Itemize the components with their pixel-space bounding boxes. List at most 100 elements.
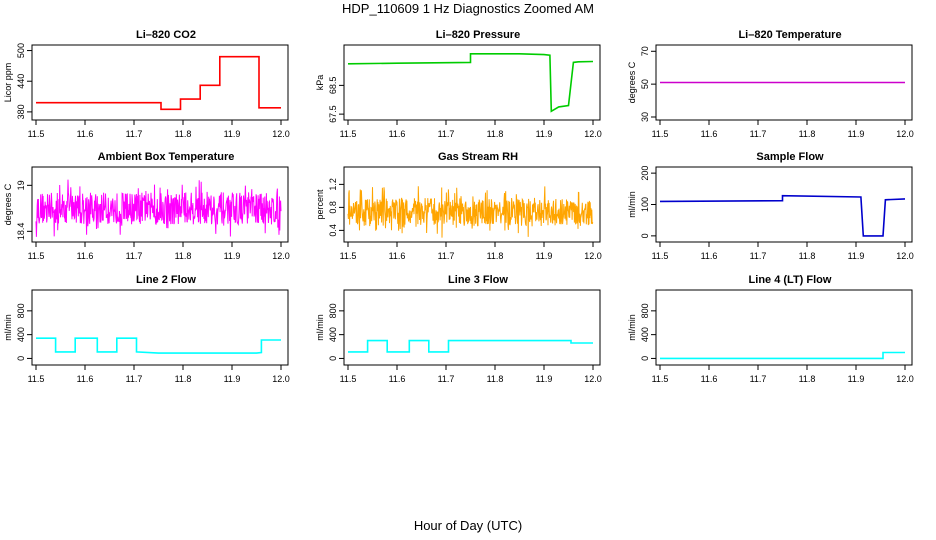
x-tick-label: 11.6 — [77, 251, 94, 261]
y-tick-label: 50 — [640, 79, 650, 89]
panel-title: Li–820 CO2 — [136, 29, 196, 41]
plot-frame — [31, 166, 289, 243]
x-tick-label: 11.7 — [750, 129, 767, 139]
x-tick-label: 11.7 — [126, 251, 143, 261]
x-tick-label: 11.5 — [652, 251, 669, 261]
panel-8: Line 3 Flow ml/min 11.5 11.6 11.7 11.8 11.9 12.… — [315, 274, 602, 384]
y-tick-label: 400 — [328, 327, 338, 342]
y-axis: 18.4 19 — [16, 180, 32, 240]
panel-title: Line 3 Flow — [448, 274, 508, 286]
plot-frame — [655, 166, 913, 243]
y-axis-label: ml/min — [627, 314, 637, 341]
y-tick-label: 500 — [16, 43, 26, 58]
series — [659, 194, 906, 237]
series — [347, 52, 594, 113]
x-tick-label: 11.5 — [28, 129, 45, 139]
y-axis-label: ml/min — [627, 191, 637, 218]
panel-title: Ambient Box Temperature — [98, 151, 235, 163]
y-axis-label: Licor ppm — [3, 63, 13, 103]
plot-frame — [343, 44, 601, 121]
x-tick-label: 12.0 — [272, 374, 290, 384]
plot-frame — [343, 166, 601, 243]
x-axis: 11.5 11.6 11.7 11.8 11.9 12.0 — [340, 242, 602, 261]
panel-4: Ambient Box Temperature degrees C 11.5 11.6… — [3, 151, 290, 261]
x-tick-label: 11.7 — [438, 129, 455, 139]
series-line — [348, 339, 593, 353]
y-axis: 30 50 70 — [640, 46, 656, 122]
x-tick-label: 11.9 — [224, 129, 241, 139]
x-tick-label: 11.9 — [848, 129, 865, 139]
series-line — [36, 337, 281, 354]
panel-title: Line 4 (LT) Flow — [749, 274, 832, 286]
y-axis: 0 100 200 — [640, 166, 656, 238]
panel-title: Line 2 Flow — [136, 274, 196, 286]
plot-frame — [31, 44, 289, 121]
x-tick-label: 11.5 — [28, 251, 45, 261]
x-axis: 11.5 11.6 11.7 11.8 11.9 12.0 — [652, 365, 914, 384]
y-axis-label: percent — [315, 189, 325, 220]
series — [348, 339, 593, 353]
x-tick-label: 11.5 — [652, 374, 669, 384]
page-title: HDP_110609 1 Hz Diagnostics Zoomed AM — [342, 1, 594, 16]
x-tick-label: 11.9 — [848, 374, 865, 384]
x-tick-label: 11.8 — [799, 129, 816, 139]
y-axis-label: degrees C — [3, 183, 13, 225]
x-tick-label: 11.7 — [438, 374, 455, 384]
x-tick-label: 11.6 — [77, 129, 94, 139]
x-tick-label: 12.0 — [272, 251, 290, 261]
series-line — [347, 52, 594, 113]
x-tick-label: 11.8 — [799, 251, 816, 261]
x-tick-label: 11.5 — [340, 251, 357, 261]
x-tick-label: 11.9 — [536, 374, 553, 384]
x-tick-label: 11.6 — [389, 374, 406, 384]
y-tick-label: 800 — [328, 303, 338, 318]
y-tick-label: 1.2 — [328, 178, 338, 191]
y-tick-label: 0 — [640, 356, 650, 361]
x-tick-label: 11.6 — [389, 251, 406, 261]
x-tick-label: 11.7 — [750, 251, 767, 261]
x-tick-label: 12.0 — [272, 129, 290, 139]
x-tick-label: 11.9 — [224, 374, 241, 384]
y-axis: 380 440 500 — [16, 43, 32, 119]
x-tick-label: 11.8 — [799, 374, 816, 384]
x-tick-label: 11.6 — [389, 129, 406, 139]
y-axis-label: kPa — [315, 75, 325, 91]
x-tick-label: 12.0 — [896, 374, 914, 384]
plot-frame — [655, 289, 913, 366]
y-axis-label: degrees C — [627, 61, 637, 103]
series — [660, 351, 905, 360]
series — [35, 179, 282, 237]
y-tick-label: 0.4 — [328, 224, 338, 237]
x-tick-label: 11.7 — [126, 374, 143, 384]
series — [36, 337, 281, 354]
x-tick-label: 11.8 — [175, 251, 192, 261]
panel-title: Gas Stream RH — [438, 151, 518, 163]
x-tick-label: 11.6 — [701, 129, 718, 139]
panel-2: Li–820 Pressure kPa 11.5 11.6 11.7 11.8 11.9 12… — [315, 29, 602, 139]
x-tick-label: 11.9 — [848, 251, 865, 261]
x-axis: 11.5 11.6 11.7 11.8 11.9 12.0 — [28, 120, 290, 139]
y-tick-label: 0.8 — [328, 201, 338, 214]
y-tick-label: 100 — [640, 197, 650, 212]
series — [347, 186, 594, 238]
x-axis: 11.5 11.6 11.7 11.8 11.9 12.0 — [28, 365, 290, 384]
y-tick-label: 440 — [16, 74, 26, 89]
x-tick-label: 11.5 — [28, 374, 45, 384]
y-tick-label: 800 — [16, 303, 26, 318]
y-tick-label: 0 — [16, 356, 26, 361]
y-tick-label: 200 — [640, 166, 650, 181]
x-tick-label: 11.8 — [175, 374, 192, 384]
x-tick-label: 11.8 — [175, 129, 192, 139]
x-tick-label: 11.5 — [340, 374, 357, 384]
series-line — [660, 351, 905, 360]
y-tick-label: 18.4 — [16, 223, 26, 241]
x-tick-label: 11.6 — [701, 251, 718, 261]
x-axis: 11.5 11.6 11.7 11.8 11.9 12.0 — [652, 120, 914, 139]
y-tick-label: 0 — [328, 356, 338, 361]
y-tick-label: 68.5 — [328, 77, 338, 95]
x-tick-label: 12.0 — [584, 129, 602, 139]
y-tick-label: 19 — [16, 180, 26, 190]
